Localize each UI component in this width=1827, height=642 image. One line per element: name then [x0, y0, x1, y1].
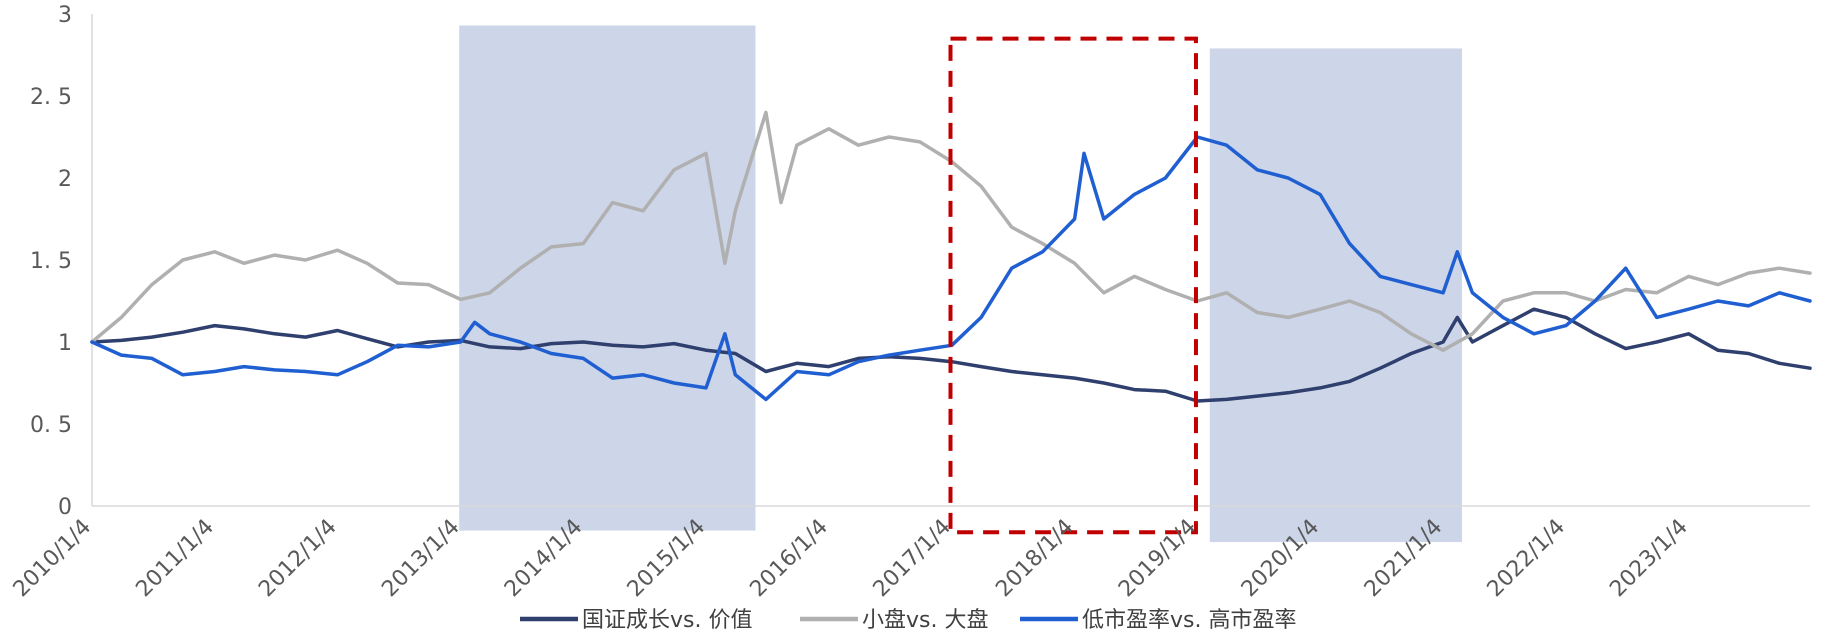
y-tick-label: 0. 5: [30, 413, 72, 438]
shaded-period-2: [1209, 48, 1462, 543]
y-tick-labels: 0 0. 5 1 1. 5 2 2. 5 3: [30, 3, 72, 520]
y-tick-label: 2. 5: [30, 85, 72, 110]
x-tick-label: 2019/1/4: [1114, 515, 1202, 603]
legend-label-3: 低市盈率vs. 高市盈率: [1082, 608, 1296, 633]
x-tick-label: 2017/1/4: [869, 515, 957, 603]
legend: 国证成长vs. 价值 小盘vs. 大盘 低市盈率vs. 高市盈率: [520, 608, 1296, 633]
x-tick-label: 2022/1/4: [1483, 515, 1571, 603]
shaded-period-1: [459, 25, 756, 531]
shaded-periods: [459, 25, 1462, 543]
highlight-box: [948, 36, 1198, 535]
x-tick-label: 2013/1/4: [377, 515, 465, 603]
y-tick-label: 1. 5: [30, 249, 72, 274]
legend-label-1: 国证成长vs. 价值: [582, 608, 752, 633]
y-tick-label: 2: [58, 167, 72, 192]
series-line-1: [90, 307, 1812, 403]
highlight-box-layer: [948, 36, 1198, 535]
y-tick-label: 3: [58, 3, 72, 28]
x-tick-label: 2010/1/4: [9, 515, 97, 603]
x-tick-labels: 2010/1/4 2011/1/4 2012/1/4 2013/1/4 2014/1/4…: [9, 515, 1693, 603]
legend-label-2: 小盘vs. 大盘: [862, 608, 988, 633]
x-tick-label: 2023/1/4: [1605, 515, 1693, 603]
y-tick-label: 0: [58, 495, 72, 520]
x-tick-label: 2012/1/4: [254, 515, 342, 603]
series-line-2: [90, 110, 1812, 352]
x-tick-label: 2018/1/4: [991, 515, 1079, 603]
x-tick-label: 2011/1/4: [131, 515, 219, 603]
y-tick-label: 1: [58, 331, 72, 356]
axes: [91, 14, 1810, 507]
x-tick-label: 2016/1/4: [745, 515, 833, 603]
